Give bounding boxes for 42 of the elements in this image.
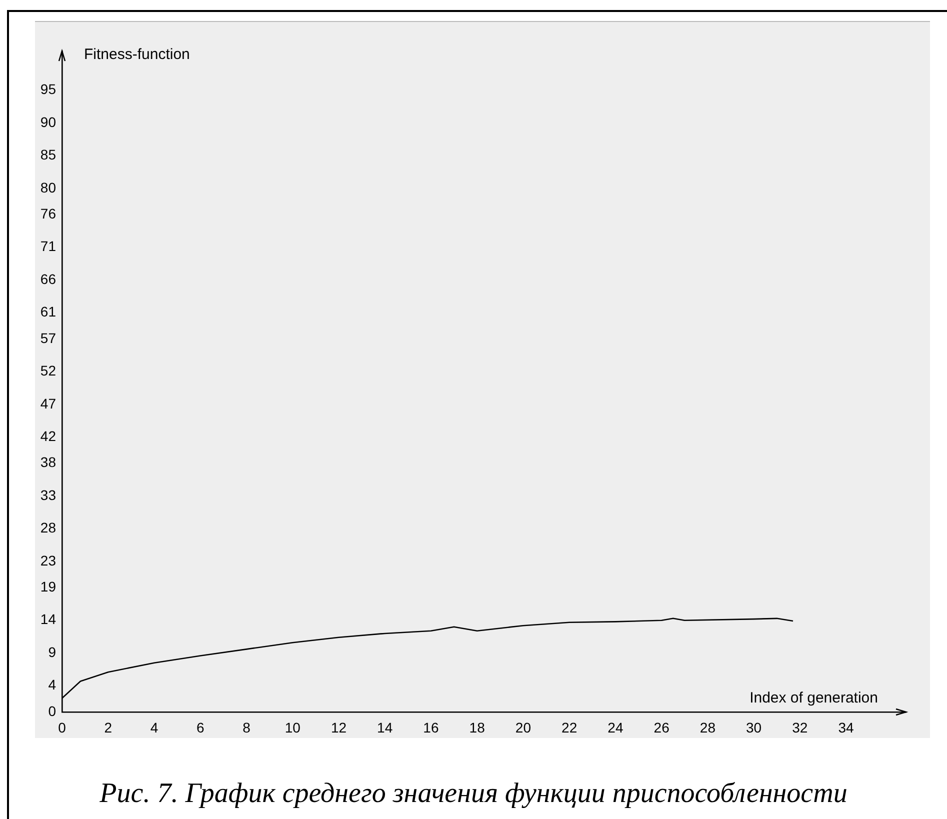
y-tick-label: 61 xyxy=(40,304,56,320)
y-tick-label: 52 xyxy=(40,362,56,379)
y-tick-label: 47 xyxy=(40,395,56,412)
x-tick-label: 20 xyxy=(515,719,532,736)
x-tick-label: 16 xyxy=(423,719,439,736)
x-tick-label: 26 xyxy=(654,719,670,736)
x-tick-label: 24 xyxy=(608,719,624,736)
x-tick-label: 34 xyxy=(838,719,854,736)
y-tick-label: 9 xyxy=(48,644,56,660)
y-tick-label: 19 xyxy=(40,578,56,595)
x-tick-label: 4 xyxy=(150,719,158,736)
x-tick-label: 2 xyxy=(104,719,112,736)
x-tick-label: 0 xyxy=(58,719,66,736)
x-tick-label: 30 xyxy=(746,719,762,736)
y-tick-label: 38 xyxy=(40,454,56,470)
y-tick-label: 71 xyxy=(40,238,56,254)
x-tick-label: 12 xyxy=(330,719,347,736)
x-tick-label: 32 xyxy=(792,719,808,736)
y-tick-label: 57 xyxy=(40,330,56,346)
y-tick-label: 90 xyxy=(40,114,56,130)
y-tick-label: 76 xyxy=(40,205,56,222)
y-tick-label: 33 xyxy=(40,486,56,503)
y-tick-label: 95 xyxy=(40,81,56,98)
x-tick-label: 14 xyxy=(377,719,393,736)
x-tick-label: 8 xyxy=(242,719,251,736)
y-tick-label: 28 xyxy=(40,520,56,536)
x-tick-label: 10 xyxy=(284,719,301,736)
y-tick-label: 4 xyxy=(48,676,56,693)
text: Рис. 7. График среднего значения функции приспособленности xyxy=(98,778,848,810)
x-tick-label: 22 xyxy=(562,719,578,736)
y-tick-label: 66 xyxy=(40,270,56,287)
y-tick-label: 14 xyxy=(40,611,56,628)
y-tick-label: 42 xyxy=(40,428,56,444)
y-tick-label: 23 xyxy=(40,552,56,568)
x-axis-title: Index of generation xyxy=(750,690,878,707)
y-tick-label: 0 xyxy=(48,702,56,719)
y-tick-label: 85 xyxy=(40,146,56,163)
x-tick-label: 6 xyxy=(196,719,204,736)
x-tick-label: 18 xyxy=(469,719,486,736)
x-tick-label: 28 xyxy=(700,719,716,736)
y-axis-title: Fitness-function xyxy=(84,46,190,64)
y-tick-label: 80 xyxy=(40,179,56,196)
